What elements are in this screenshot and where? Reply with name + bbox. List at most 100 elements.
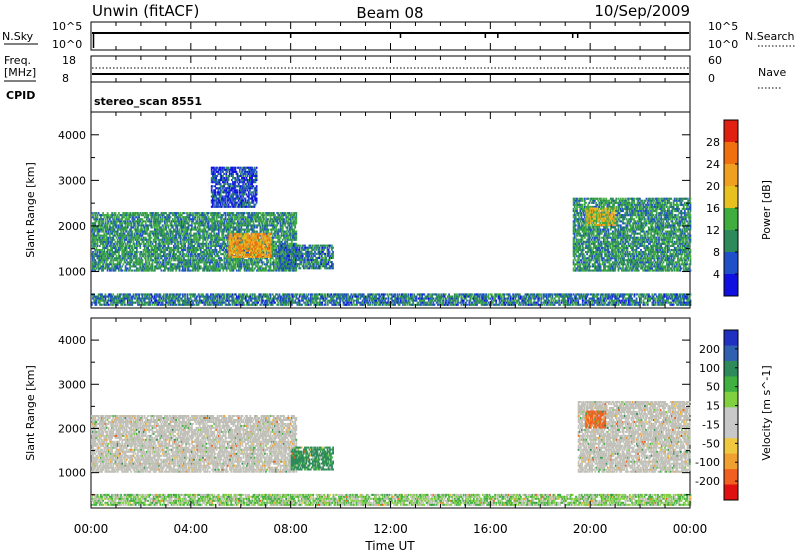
scatter-cell — [126, 255, 129, 258]
scatter-cell — [268, 241, 271, 244]
scatter-cell — [137, 216, 139, 219]
scatter-cell — [189, 259, 192, 262]
scatter-cell — [160, 269, 163, 272]
scatter-cell — [194, 263, 197, 266]
scatter-cell — [195, 263, 198, 266]
scatter-cell — [260, 239, 263, 242]
scatter-cell — [229, 233, 232, 236]
scatter-cell — [188, 214, 191, 217]
scatter-cell — [137, 269, 139, 272]
scatter-cell — [142, 263, 145, 266]
scatter-cell — [187, 269, 190, 272]
scatter-cell — [132, 263, 135, 266]
scatter-cell — [195, 259, 198, 262]
scatter-cell — [255, 253, 257, 256]
scatter-cell — [187, 246, 190, 249]
scatter-cell — [231, 189, 233, 192]
scatter-cell — [110, 261, 112, 264]
scatter-cell — [156, 267, 158, 270]
scatter-cell — [211, 261, 213, 264]
scatter-cell — [144, 253, 147, 256]
scatter-cell — [252, 224, 255, 227]
scatter-cell — [217, 265, 220, 268]
scatter-cell — [286, 234, 289, 237]
scatter-cell — [213, 222, 216, 225]
scatter-cell — [220, 218, 222, 221]
scatter-cell — [165, 240, 167, 243]
scatter-cell — [105, 224, 108, 227]
scatter-cell — [224, 199, 227, 202]
scatter-cell — [281, 230, 284, 233]
scatter-cell — [132, 224, 135, 227]
scatter-cell — [161, 232, 164, 235]
scatter-cell — [120, 230, 122, 233]
scatter-cell — [213, 205, 215, 208]
scatter-cell — [150, 214, 153, 217]
scatter-cell — [111, 240, 113, 243]
scatter-cell — [208, 218, 211, 221]
scatter-cell — [272, 253, 275, 256]
scatter-cell — [228, 263, 230, 266]
scatter-cell — [264, 249, 266, 252]
scatter-cell — [269, 253, 272, 256]
scatter-cell — [177, 244, 180, 247]
scatter-cell — [243, 222, 246, 225]
scatter-cell — [250, 205, 252, 208]
scatter-cell — [275, 267, 277, 270]
scatter-cell — [118, 220, 120, 223]
scatter-cell — [242, 220, 245, 223]
scatter-cell — [211, 216, 213, 219]
scatter-cell — [210, 224, 212, 227]
scatter-cell — [92, 232, 94, 235]
scatter-cell — [249, 243, 252, 246]
scatter-cell — [289, 226, 292, 229]
scatter-cell — [132, 220, 135, 223]
scatter-cell — [252, 228, 255, 231]
scatter-cell — [189, 224, 192, 227]
scatter-cell — [275, 226, 277, 229]
scatter-cell — [246, 233, 248, 236]
scatter-cell — [215, 199, 218, 202]
scatter-cell — [218, 197, 221, 200]
scatter-cell — [272, 236, 275, 239]
scatter-cell — [137, 251, 139, 254]
scatter-cell — [138, 257, 140, 260]
scatter-cell — [234, 214, 237, 217]
scatter-cell — [270, 240, 273, 243]
scatter-cell — [192, 214, 194, 217]
scatter-cell — [215, 216, 218, 219]
scatter-cell — [246, 267, 248, 270]
scatter-cell — [118, 240, 120, 243]
scatter-cell — [250, 216, 253, 219]
scatter-cell — [291, 265, 294, 268]
scatter-cell — [173, 249, 175, 252]
scatter-cell — [249, 220, 252, 223]
scatter-cell — [289, 216, 292, 219]
scatter-cell — [162, 226, 165, 229]
scatter-cell — [213, 195, 215, 198]
scatter-cell — [204, 263, 207, 266]
scatter-cell — [286, 265, 288, 268]
scatter-cell — [249, 193, 251, 196]
scatter-cell — [300, 259, 303, 262]
scatter-cell — [199, 253, 202, 256]
scatter-cell — [96, 263, 99, 266]
scatter-cell — [247, 253, 250, 256]
scatter-cell — [122, 226, 125, 229]
scatter-cell — [138, 236, 140, 239]
scatter-cell — [123, 238, 126, 241]
scatter-cell — [245, 237, 247, 240]
scatter-cell — [152, 214, 155, 217]
scatter-cell — [140, 269, 143, 272]
scatter-cell — [278, 256, 280, 259]
scatter-cell — [255, 230, 257, 233]
scatter-cell — [213, 259, 216, 262]
scatter-cell — [237, 233, 240, 236]
scatter-cell — [109, 269, 111, 272]
scatter-cell — [247, 220, 249, 223]
scatter-cell — [95, 218, 98, 221]
scatter-cell — [244, 259, 247, 262]
scatter-cell — [284, 254, 287, 257]
scatter-cell — [183, 224, 185, 227]
scatter-cell — [184, 259, 186, 262]
